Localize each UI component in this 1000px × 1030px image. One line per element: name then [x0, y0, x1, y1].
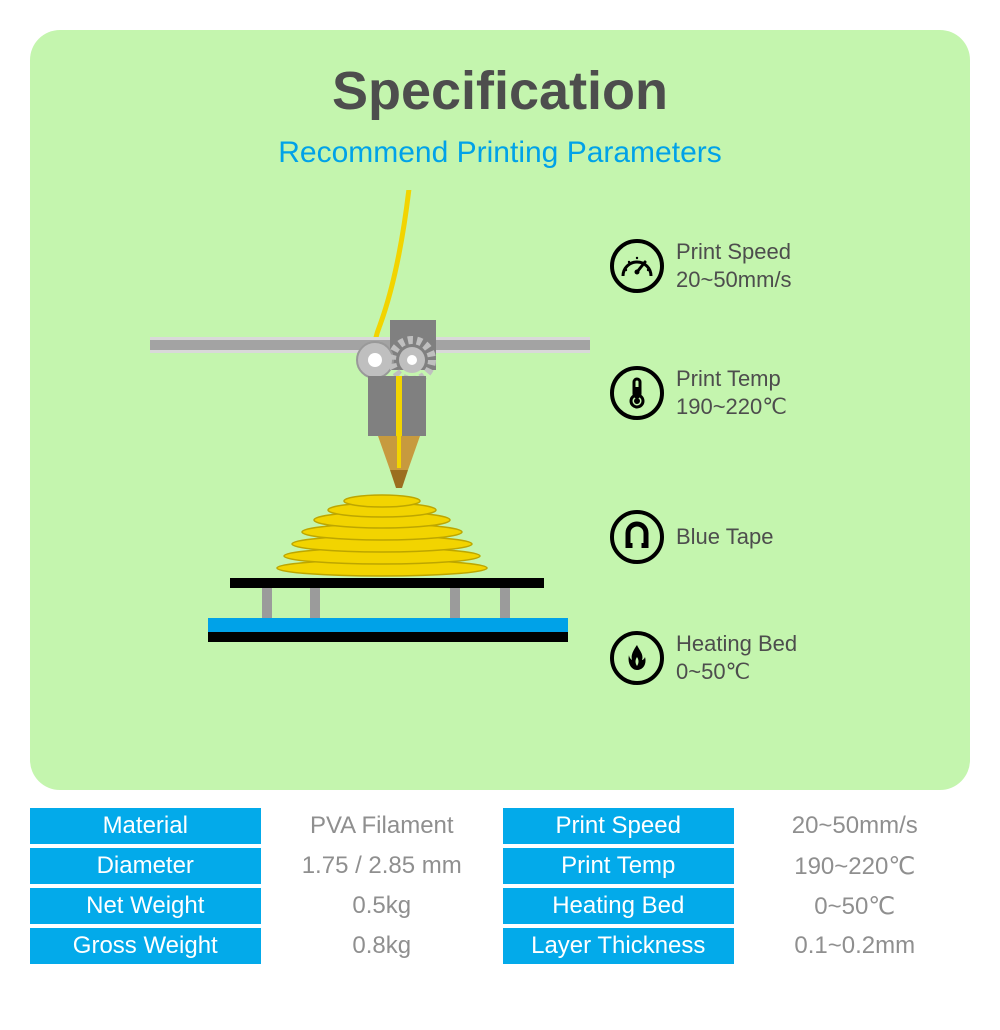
table-left-labels: Material Diameter Net Weight Gross Weigh… [30, 808, 261, 964]
param-blue-tape: Blue Tape [610, 510, 773, 564]
magnet-icon [610, 510, 664, 564]
table-row: Diameter [30, 848, 261, 884]
table-left-values: PVA Filament 1.75 / 2.85 mm 0.5kg 0.8kg [267, 808, 498, 964]
table-right-values: 20~50mm/s 190~220℃ 0~50℃ 0.1~0.2mm [740, 808, 971, 964]
table-row: Net Weight [30, 888, 261, 924]
param-label: Blue Tape [676, 523, 773, 551]
param-label: Heating Bed [676, 630, 797, 658]
speed-icon [610, 239, 664, 293]
param-heating-bed: Heating Bed 0~50℃ [610, 630, 797, 685]
page-title: Specification [60, 60, 940, 122]
table-row: 190~220℃ [740, 848, 971, 884]
table-row: 1.75 / 2.85 mm [267, 848, 498, 884]
param-print-speed: Print Speed 20~50mm/s [610, 238, 792, 293]
printer-illustration [150, 190, 590, 750]
spec-card: Specification Recommend Printing Paramet… [30, 30, 970, 790]
table-row: Print Speed [503, 808, 734, 844]
table-row: Print Temp [503, 848, 734, 884]
table-row: PVA Filament [267, 808, 498, 844]
spec-table: Material Diameter Net Weight Gross Weigh… [30, 808, 970, 964]
page-subtitle: Recommend Printing Parameters [60, 136, 940, 170]
param-value: 190~220℃ [676, 393, 787, 421]
table-row: 0~50℃ [740, 888, 971, 924]
table-row: Heating Bed [503, 888, 734, 924]
param-value: 20~50mm/s [676, 266, 792, 294]
table-row: Gross Weight [30, 928, 261, 964]
table-row: 0.1~0.2mm [740, 928, 971, 964]
param-value: 0~50℃ [676, 658, 797, 686]
table-right-labels: Print Speed Print Temp Heating Bed Layer… [503, 808, 734, 964]
table-row: 20~50mm/s [740, 808, 971, 844]
param-label: Print Temp [676, 365, 787, 393]
table-row: 0.5kg [267, 888, 498, 924]
table-row: Layer Thickness [503, 928, 734, 964]
param-print-temp: Print Temp 190~220℃ [610, 365, 787, 420]
printer-diagram: Print Speed 20~50mm/s Print Temp 190~220… [60, 190, 940, 750]
thermometer-icon [610, 366, 664, 420]
param-label: Print Speed [676, 238, 792, 266]
table-row: 0.8kg [267, 928, 498, 964]
table-row: Material [30, 808, 261, 844]
flame-icon [610, 631, 664, 685]
